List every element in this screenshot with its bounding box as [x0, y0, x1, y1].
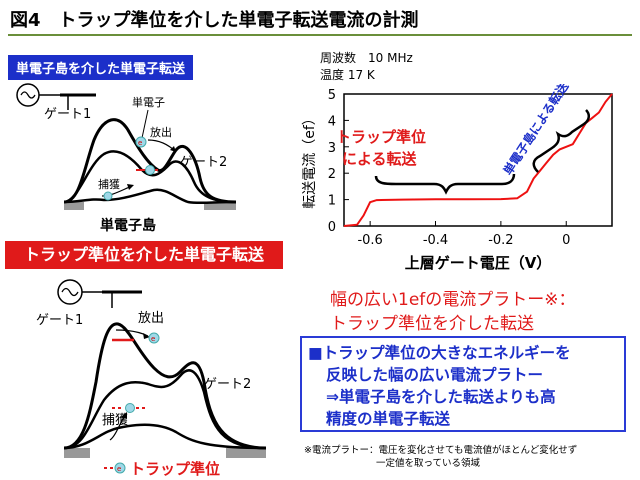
y-tick-label: 5	[328, 88, 336, 103]
footnote: ※電流プラトー：電圧を変化させても電流値がほとんど変化せず 一定値を取っている領…	[304, 445, 578, 469]
measurement-conditions: 周波数 10 MHz 温度 17 K	[320, 50, 413, 84]
current-plateau-chart: 0 1 2 3 4 5 -0.6 -0.4 -0.2 0 上層ゲート電圧（V） 転送電流（ef） トラ…	[302, 84, 613, 272]
bottom-gate2-label: ゲート2	[204, 377, 251, 392]
temperature-label: 温度 17 K	[320, 68, 375, 82]
ac-source-icon	[57, 279, 142, 308]
potential-curve-floor	[63, 188, 237, 205]
single-electron-label: 単電子	[132, 95, 165, 109]
left-lead	[64, 202, 84, 210]
title-divider	[8, 34, 632, 36]
right-lead	[226, 448, 266, 458]
y-tick-label: 2	[328, 167, 336, 182]
conclusion-box: ■トラップ準位の大きなエネルギーを 反映した幅の広い電流プラトー ⇒単電子島を介…	[300, 336, 626, 432]
electron-icon	[103, 191, 113, 201]
y-tick-label: 1	[328, 194, 336, 209]
island-label: 単電子島	[100, 217, 156, 234]
top-diagram-label: 単電子島を介した単電子転送	[8, 55, 194, 80]
potential-curve-low	[63, 369, 267, 450]
top-gate1-label: ゲート1	[44, 107, 91, 122]
x-axis-label: 上層ゲート電圧（V）	[405, 254, 552, 272]
island-brace	[532, 109, 590, 173]
top-emit-label: 放出	[150, 125, 172, 139]
left-lead	[64, 448, 90, 458]
top-capture-label: 捕獲	[98, 177, 120, 191]
bottom-gate1-label: ゲート1	[36, 313, 83, 328]
potential-curve-low	[63, 150, 237, 204]
x-tick-label: -0.2	[488, 233, 513, 248]
island-annotation: 単電子島による転送	[500, 84, 572, 178]
trap-annotation-line2: による転送	[342, 150, 418, 168]
y-tick-label: 3	[328, 141, 336, 156]
potential-curve-high	[63, 322, 267, 450]
page-title: 図4 トラップ準位を介した単電子転送電流の計測	[10, 10, 419, 31]
electron-icon	[125, 403, 135, 413]
plateau-note: 幅の広い1efの電流プラトー※： トラップ準位を介した転送	[330, 290, 576, 334]
ac-source-icon	[16, 83, 96, 110]
bottom-potential-diagram: ゲート1 放出 e ゲート2 捕獲 e トラップ準位	[36, 279, 267, 478]
svg-text:e: e	[151, 335, 155, 343]
x-tick-label: -0.4	[423, 233, 448, 248]
trap-annotation-line1: トラップ準位	[336, 128, 426, 146]
trap-brace	[374, 173, 516, 195]
x-tick-label: 0	[562, 233, 570, 248]
frequency-label: 周波数 10 MHz	[320, 51, 413, 65]
top-potential-diagram: ゲート1 単電子 e 放出 ゲート2 捕獲 単電子島	[16, 83, 237, 234]
svg-text:e: e	[117, 465, 121, 473]
electron-icon	[135, 136, 147, 148]
bottom-capture-label: 捕獲	[102, 412, 128, 428]
top-gate2-label: ゲート2	[180, 155, 227, 170]
x-tick-label: -0.6	[357, 233, 382, 248]
bottom-emit-label: 放出	[138, 311, 164, 326]
right-lead	[204, 202, 236, 210]
y-axis-label: 転送電流（ef）	[302, 111, 318, 209]
y-tick-label: 0	[328, 220, 336, 235]
electron-icon	[148, 332, 160, 344]
svg-text:e: e	[138, 139, 142, 147]
bottom-diagram-label: トラップ準位を介した単電子転送	[5, 241, 283, 269]
potential-curve-floor	[63, 423, 267, 450]
trap-level-label: トラップ準位	[130, 460, 220, 478]
bullet-icon: ■	[308, 344, 323, 362]
plot-frame	[343, 93, 613, 227]
electron-icon	[114, 462, 126, 474]
y-tick-label: 4	[328, 114, 336, 129]
electron-icon	[145, 165, 155, 175]
